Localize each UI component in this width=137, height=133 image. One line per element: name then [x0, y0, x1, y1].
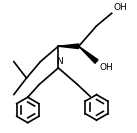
Text: OH: OH [113, 3, 127, 12]
Text: N: N [56, 57, 63, 66]
Polygon shape [79, 46, 98, 63]
Polygon shape [58, 44, 79, 49]
Text: OH: OH [99, 63, 113, 72]
